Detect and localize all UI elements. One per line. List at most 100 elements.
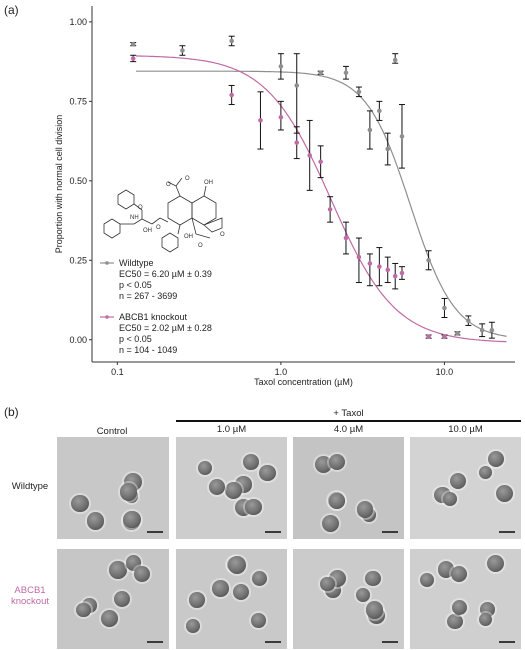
point-marker	[455, 331, 460, 336]
svg-text:O: O	[220, 232, 225, 238]
data-point-wildtype	[441, 297, 448, 318]
svg-text:OH: OH	[143, 228, 152, 234]
data-point-wildtype	[392, 53, 399, 64]
taxol-header-line	[176, 420, 521, 422]
cell	[447, 613, 463, 630]
row-label-abcb1-knockout: ABCB1 knockout	[2, 585, 58, 607]
svg-text:O: O	[185, 176, 190, 182]
cell	[245, 498, 262, 516]
data-point-abcb1-knockout	[366, 253, 373, 287]
point-marker	[367, 261, 373, 266]
row-label-wildtype-line: Wildtype	[11, 481, 49, 492]
point-marker	[294, 140, 300, 145]
point-marker	[278, 64, 284, 69]
cell	[320, 576, 335, 592]
legend-series-name: ABCB1 knockout	[119, 312, 188, 322]
data-marks	[130, 35, 495, 339]
panel-b-label: (b)	[4, 405, 19, 419]
cell	[442, 491, 457, 507]
cell	[479, 466, 493, 480]
scale-bar	[499, 531, 515, 533]
point-marker	[466, 318, 471, 323]
y-axis-title: Proportion with normal cell division	[54, 115, 64, 254]
scale-bar	[499, 641, 515, 643]
data-point-abcb1-knockout	[355, 237, 362, 284]
fit-curves	[136, 55, 507, 343]
taxol-molecule-structure	[103, 177, 223, 253]
cell	[86, 512, 105, 531]
cell	[71, 494, 89, 512]
data-point-wildtype	[366, 110, 373, 150]
cell	[185, 619, 201, 634]
point-marker	[130, 41, 136, 47]
point-marker	[426, 334, 431, 339]
cell	[365, 601, 384, 619]
cell	[76, 602, 92, 618]
scale-bar	[382, 641, 398, 643]
scale-bar	[265, 531, 281, 533]
legend-stat-line: n = 267 - 3699	[119, 291, 177, 301]
cell	[250, 613, 266, 629]
data-point-wildtype	[454, 331, 461, 336]
cell	[449, 472, 467, 490]
data-point-abcb1-knockout	[342, 221, 349, 255]
data-point-abcb1-knockout	[306, 119, 313, 191]
data-point-wildtype	[488, 321, 495, 339]
cell	[233, 584, 250, 601]
cell	[114, 590, 131, 607]
legend-marker	[105, 315, 109, 319]
micrograph-wildtype-col-2	[293, 437, 404, 539]
svg-text:NH: NH	[130, 215, 139, 221]
svg-text:O: O	[156, 225, 161, 231]
cell	[228, 556, 247, 575]
point-marker	[307, 153, 312, 158]
data-point-abcb1-knockout	[384, 256, 391, 284]
legend-stat-line: p < 0.05	[119, 334, 152, 344]
point-marker	[385, 267, 391, 273]
y-tick-label: 0.50	[69, 176, 87, 186]
point-marker	[442, 334, 447, 339]
dose-response-chart: 0.00 0.25 0.50 0.75 1.00 0.1 1.0 10.0 Taxol conc…	[54, 6, 515, 387]
cell	[329, 453, 346, 471]
data-point-wildtype	[342, 65, 349, 80]
y-tick-label: 0.00	[69, 335, 87, 345]
micrograph-abcb1-knockout-col-0	[57, 549, 169, 649]
data-point-wildtype	[355, 86, 362, 98]
legend-stat-line: n = 104 - 1049	[119, 345, 177, 355]
point-marker	[278, 114, 284, 120]
micrograph-abcb1-knockout-col-2	[293, 549, 404, 649]
point-marker	[294, 83, 300, 88]
data-point-wildtype	[228, 35, 235, 47]
point-marker	[426, 257, 431, 263]
data-point-wildtype	[317, 70, 324, 76]
cell	[322, 514, 340, 532]
data-point-wildtype	[398, 104, 405, 169]
micrograph-wildtype-col-3	[410, 437, 521, 539]
data-point-wildtype	[293, 53, 300, 134]
data-point-abcb1-knockout	[317, 145, 324, 179]
cell	[189, 592, 205, 608]
micrograph-abcb1-knockout-col-3	[410, 549, 521, 649]
point-marker	[229, 38, 234, 44]
scale-bar	[147, 641, 163, 643]
legend-stat-line: EC50 = 6.20 µM ± 0.39	[119, 269, 212, 279]
point-marker	[367, 127, 373, 133]
cell	[437, 560, 455, 578]
point-marker	[392, 273, 398, 279]
data-point-abcb1-knockout	[257, 91, 264, 150]
data-point-wildtype	[376, 100, 383, 121]
cell	[450, 565, 467, 582]
cell	[365, 570, 382, 587]
svg-text:OH: OH	[204, 180, 213, 186]
cell	[355, 587, 370, 602]
data-point-abcb1-knockout	[327, 196, 334, 223]
cell	[209, 478, 226, 495]
svg-text:OH: OH	[184, 234, 193, 240]
point-marker	[343, 70, 349, 76]
row-label-knockout-line-2: knockout	[10, 596, 50, 607]
point-marker	[258, 118, 263, 123]
taxol-header: + Taxol	[333, 408, 364, 419]
cell	[487, 450, 504, 467]
